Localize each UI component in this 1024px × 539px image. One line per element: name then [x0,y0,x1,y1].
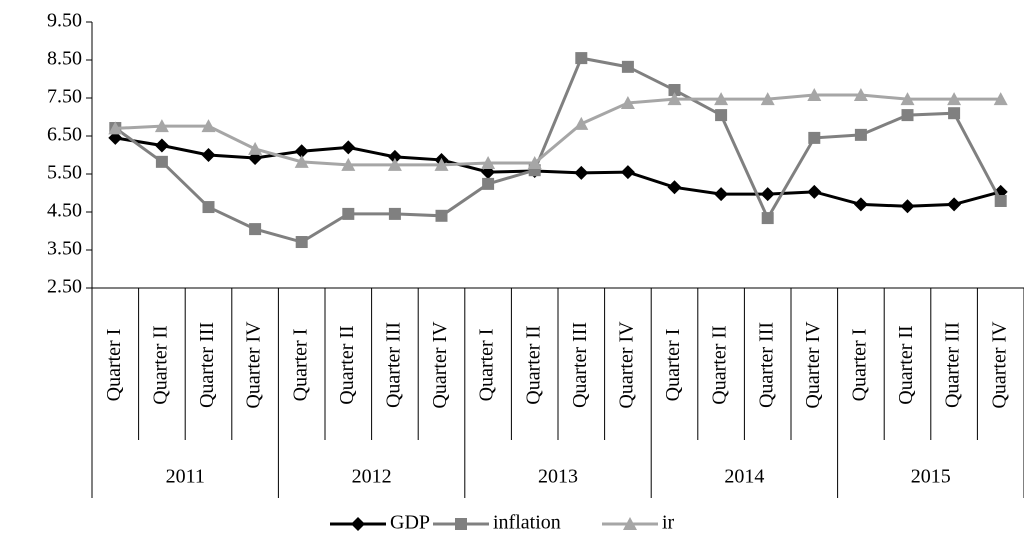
data-point [108,121,123,135]
legend-marker [623,517,637,530]
data-point [947,92,962,106]
data-point [620,95,635,109]
group-label: 2014 [724,466,764,488]
legend-label: GDP [390,512,430,534]
data-point [294,144,309,159]
data-point [527,155,542,169]
data-point [295,236,308,249]
x-tick-label: Quarter I [662,329,684,402]
data-point [341,140,356,155]
series-line [115,93,1001,167]
data-point [621,60,634,73]
y-tick-label: 4.50 [47,200,82,222]
group-label: 2011 [166,466,205,488]
data-point [808,131,821,144]
data-point [387,157,402,171]
data-point [387,149,402,164]
data-point [993,92,1008,106]
data-point [760,187,775,202]
data-point [201,148,216,162]
y-tick-label: 2.50 [47,276,82,298]
data-point [575,52,588,65]
data-point [248,141,263,155]
x-tick-label: Quarter I [848,329,870,402]
x-tick-label: Quarter III [942,322,964,408]
y-tick-label: 5.50 [47,162,82,184]
data-point [154,119,169,133]
data-point [994,194,1007,207]
data-point [900,92,915,106]
data-point [202,201,215,214]
data-point [900,199,915,214]
x-tick-label: Quarter II [522,325,544,404]
group-label: 2013 [538,466,578,488]
data-point [155,155,168,168]
data-point [434,157,449,171]
data-point [668,84,681,97]
legend-marker [351,517,365,531]
data-point [201,119,216,133]
data-point [249,223,262,236]
x-tick-label: Quarter III [382,322,404,408]
data-point [715,109,728,122]
data-point [807,87,822,101]
legend-label: ir [662,512,675,534]
data-point [948,107,961,120]
x-tick-label: Quarter III [569,322,591,408]
x-tick-label: Quarter IV [615,321,637,409]
y-tick-label: 7.50 [47,86,82,108]
series-line [115,136,1002,208]
data-point [294,154,309,168]
y-tick-label: 9.50 [47,10,82,32]
x-tick-label: Quarter I [476,329,498,402]
legend-label: inflation [493,512,561,534]
x-tick-label: Quarter II [149,325,171,404]
y-tick-label: 3.50 [47,238,82,260]
data-point [482,177,495,190]
data-point [714,92,729,106]
x-tick-label: Quarter II [895,325,917,404]
x-tick-label: Quarter I [103,329,125,402]
group-label: 2015 [911,466,951,488]
data-point [853,197,868,212]
data-point [854,128,867,141]
data-point [947,197,962,212]
data-point [853,87,868,101]
data-point [574,116,589,130]
x-tick-label: Quarter I [289,329,311,402]
x-tick-label: Quarter IV [802,321,824,409]
data-point [760,92,775,106]
data-point [154,138,169,153]
x-tick-label: Quarter IV [429,321,451,409]
data-point [761,212,774,225]
data-point [714,187,729,202]
series-line [114,56,1003,244]
x-tick-label: Quarter II [709,325,731,404]
data-point [481,155,496,169]
data-point [667,92,682,106]
legend-marker [455,518,467,530]
data-point [342,207,355,220]
data-point [620,165,635,180]
data-point [574,165,589,180]
x-tick-label: Quarter III [196,322,218,408]
x-tick-label: Quarter IV [243,321,265,409]
data-point [435,209,448,222]
data-point [388,207,401,220]
y-tick-label: 8.50 [47,48,82,70]
data-point [901,109,914,122]
x-tick-label: Quarter II [336,325,358,404]
group-label: 2012 [352,466,392,488]
data-point [341,157,356,171]
data-point [807,184,822,199]
y-tick-label: 6.50 [47,124,82,146]
data-point [667,180,682,195]
x-tick-label: Quarter IV [988,321,1010,409]
x-tick-label: Quarter III [755,322,777,408]
